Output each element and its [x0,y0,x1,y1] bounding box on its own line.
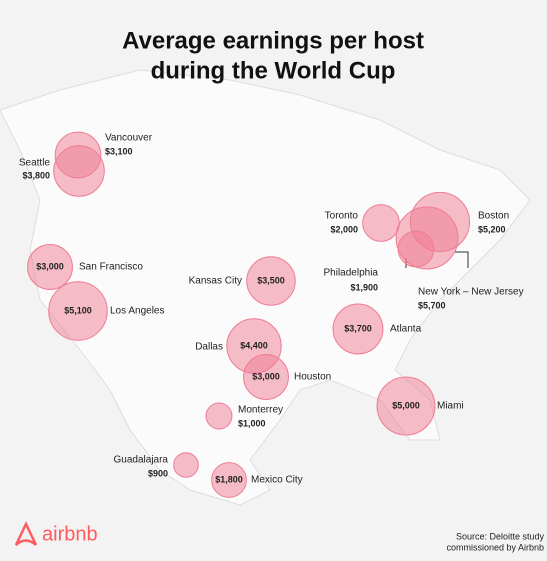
title-line: Average earnings per host [122,27,424,54]
city-name: Seattle [19,158,51,169]
city-bubble [211,462,247,498]
value-label: $900 [148,468,168,478]
value-label: $1,000 [238,418,266,428]
city-bubble [376,376,436,436]
city-bubble [205,402,233,430]
value-label: $3,500 [257,275,285,285]
city-bubble [53,145,105,197]
leader-line [455,251,469,268]
brand: airbnb [42,523,98,545]
value-label: $1,900 [350,282,378,292]
value-label: $4,400 [240,340,268,350]
city-name: Philadelphia [324,268,379,279]
logo: airbnb [14,521,98,546]
city-name: Kansas City [189,276,242,287]
city-name: Boston [478,211,509,222]
value-label: $3,000 [252,371,280,381]
city-name: Guadalajara [114,455,169,466]
city-bubble [397,230,435,268]
value-label: $3,000 [36,261,64,271]
city-bubble [332,303,384,355]
city-name: Mexico City [251,475,303,486]
city-name: Toronto [325,211,359,222]
city-name: Houston [294,372,331,383]
value-label: $3,100 [105,146,133,156]
city-name: New York – New Jersey [418,287,524,298]
city-name: Atlanta [390,324,422,335]
city-name: Miami [437,401,464,412]
city-name: Vancouver [105,133,153,144]
city-bubble [362,204,400,242]
value-label: $3,800 [22,170,50,180]
value-label: $1,800 [215,474,243,484]
value-label: $5,000 [392,400,420,410]
city-name: San Francisco [79,262,143,273]
value-label: $5,700 [418,300,446,310]
city-bubble [246,256,296,306]
source: commissioned by Airbnb [446,542,544,552]
title-line: during the World Cup [151,57,396,84]
city-bubble [48,281,108,341]
value-label: $2,000 [330,224,358,234]
value-label: $5,100 [64,305,92,315]
city-name: Los Angeles [110,306,165,317]
source: Source: Deloitte study [456,531,545,541]
value-label: $3,700 [344,323,372,333]
city-bubble [173,452,199,478]
city-bubble [27,244,73,290]
city-name: Monterrey [238,405,283,416]
value-label: $5,200 [478,224,506,234]
bubbles: Vancouver $3,100 Seattle$3,800 San Francisc… [19,131,524,498]
city-bubble [243,354,289,400]
city-name: Dallas [195,342,223,353]
